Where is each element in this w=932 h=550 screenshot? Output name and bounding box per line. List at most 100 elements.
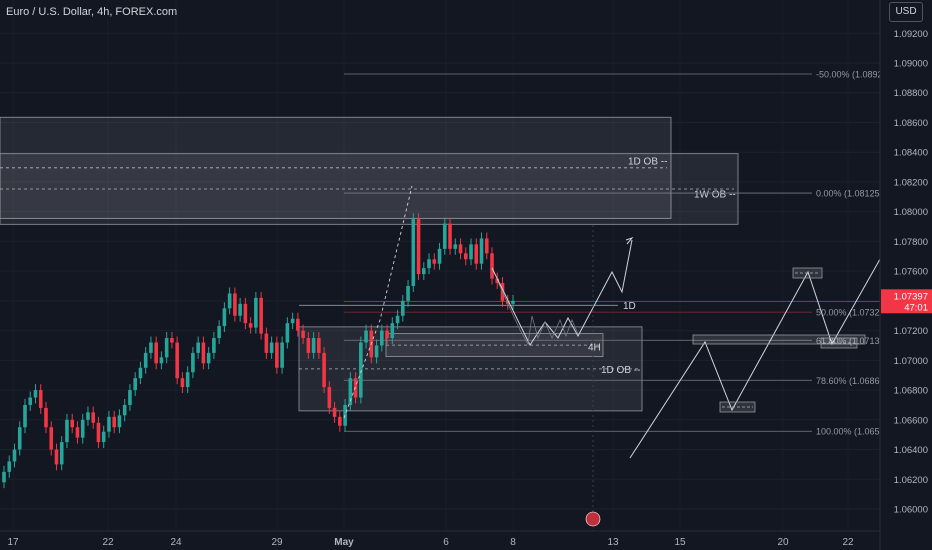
time-tick-label: 6	[443, 537, 449, 548]
last-price-label: 1.07397	[894, 291, 928, 302]
candle-body	[138, 367, 143, 379]
candle-body	[385, 330, 389, 339]
time-tick-label: 29	[271, 537, 283, 548]
candle-body	[65, 419, 69, 443]
candle-body	[201, 342, 206, 364]
candle-body	[421, 268, 426, 275]
candle-body	[164, 338, 169, 358]
candle-body	[44, 407, 48, 428]
candle-body	[448, 223, 452, 249]
candle-body	[259, 297, 263, 334]
candle-body	[117, 415, 122, 428]
fib-level-label: 0.00% (1.08125)	[816, 189, 883, 199]
level-label: 1D	[623, 301, 636, 312]
candle-body	[122, 404, 127, 416]
price-tick-label: 1.06200	[894, 475, 928, 486]
candle-body	[484, 238, 489, 254]
candle-body	[275, 342, 279, 368]
candle-body	[395, 315, 400, 324]
candle-body	[175, 342, 179, 379]
candle-body	[28, 397, 33, 405]
time-tick-label: 22	[842, 537, 854, 548]
candle-body	[416, 219, 421, 275]
time-tick-label: 24	[170, 537, 182, 548]
candle-body	[269, 342, 274, 353]
candle-body	[317, 338, 321, 353]
time-tick-label: 15	[674, 537, 686, 548]
candle-body	[427, 259, 431, 269]
fib-level-label: 100.00% (1.06523)	[816, 427, 893, 437]
price-tick-label: 1.07200	[894, 326, 928, 337]
candle-body	[180, 378, 185, 388]
candle-body	[406, 286, 410, 301]
candle-body	[227, 293, 232, 309]
candle-body	[222, 308, 227, 327]
candle-body	[511, 300, 515, 304]
candle-body	[348, 378, 353, 405]
candle-body	[59, 442, 64, 465]
candle-body	[442, 223, 447, 249]
candle-body	[359, 342, 363, 398]
candle-body	[12, 449, 17, 462]
projection-dashed-path	[343, 185, 413, 419]
candle-body	[107, 416, 111, 432]
price-axis-panel	[880, 0, 932, 550]
candle-body	[196, 342, 200, 353]
price-tick-label: 1.08200	[894, 177, 928, 188]
projection-path	[629, 244, 889, 459]
candle-body	[495, 278, 500, 284]
time-tick-label: 22	[102, 537, 114, 548]
price-tick-label: 1.06800	[894, 386, 928, 397]
candle-body	[437, 248, 442, 264]
zone-label: 4H	[588, 342, 601, 353]
candle-body	[490, 253, 494, 279]
candle-body	[458, 244, 463, 254]
candle-body	[432, 259, 437, 264]
fib-level-label: -50.00% (1.08926)	[816, 70, 891, 80]
candle-body	[280, 342, 284, 368]
time-tick-label: May	[334, 537, 354, 548]
candle-body	[296, 318, 300, 331]
price-tick-label: 1.08600	[894, 118, 928, 129]
candle-body	[54, 449, 59, 465]
candle-body	[206, 352, 211, 364]
candle-body	[23, 404, 27, 428]
candle-body	[243, 303, 248, 324]
currency-button[interactable]: USD	[889, 2, 923, 22]
candle-body	[128, 390, 132, 405]
price-tick-label: 1.08400	[894, 148, 928, 159]
candle-body	[301, 330, 305, 339]
candle-body	[474, 244, 479, 264]
candle-body	[332, 407, 337, 417]
time-tick-label: 17	[7, 537, 19, 548]
candle-body	[101, 431, 106, 443]
candle-body	[143, 352, 148, 368]
candle-body	[70, 419, 75, 428]
time-tick-label: 13	[607, 537, 619, 548]
arrow-icon	[625, 236, 634, 245]
price-tick-label: 1.08000	[894, 207, 928, 218]
candle-body	[264, 333, 269, 353]
candle-body	[80, 419, 85, 438]
zone-label: 1D OB --	[628, 157, 667, 168]
candle-body	[185, 372, 190, 388]
candle-body	[49, 427, 54, 450]
zone-label: 1D OB --	[601, 365, 640, 376]
candle-body	[170, 338, 174, 343]
candle-body	[33, 390, 38, 398]
candle-body	[306, 338, 311, 353]
candle-body	[401, 300, 405, 316]
candle-body	[353, 378, 358, 398]
projection-path	[491, 239, 633, 347]
candle-body	[364, 330, 368, 343]
fib-level-label: 61.80% (1.07135)	[816, 336, 888, 346]
candle-body	[254, 297, 258, 328]
candle-body	[154, 342, 158, 364]
candle-body	[322, 352, 326, 388]
candle-body	[380, 330, 384, 346]
price-tick-label: 1.08800	[894, 88, 928, 99]
price-tick-label: 1.06400	[894, 445, 928, 456]
candle-body	[133, 378, 137, 391]
price-tick-label: 1.06000	[894, 505, 928, 516]
